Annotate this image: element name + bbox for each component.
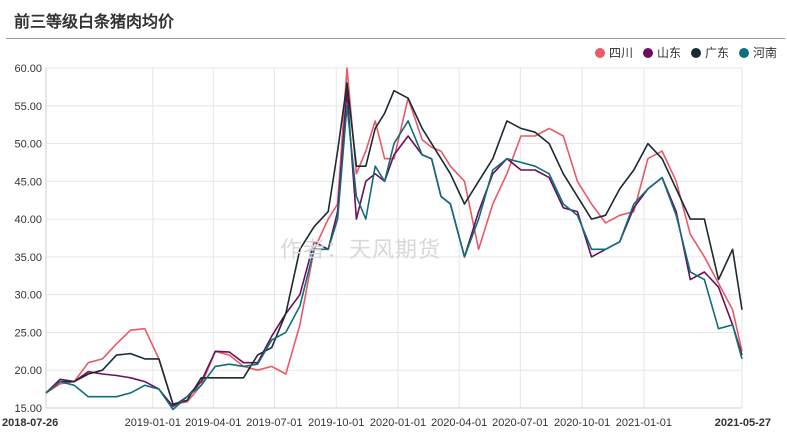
x-tick-label: 2019-10-01 <box>308 417 364 429</box>
legend-item-1[interactable]: 山东 <box>642 44 681 61</box>
x-tick-label: 2019-07-01 <box>246 417 302 429</box>
x-tick-label: 2020-10-01 <box>554 417 610 429</box>
y-tick-label: 40.00 <box>14 214 42 226</box>
legend-item-0[interactable]: 四川 <box>594 44 633 61</box>
x-tick-label: 2020-01-01 <box>370 417 426 429</box>
y-tick-label: 55.00 <box>14 101 42 113</box>
legend-item-3[interactable]: 河南 <box>738 44 777 61</box>
x-tick-label: 2019-04-01 <box>185 417 241 429</box>
y-tick-label: 15.00 <box>14 403 42 415</box>
legend-label: 广东 <box>704 46 729 60</box>
x-tick-label: 2020-04-01 <box>431 417 487 429</box>
legend-swatch-icon <box>594 47 605 58</box>
chart-title: 前三等级白条猪肉均价 <box>14 12 175 31</box>
legend-swatch-icon <box>690 47 701 58</box>
legend-swatch-icon <box>738 47 749 58</box>
x-tick-label: 2021-01-01 <box>616 417 672 429</box>
series-line-3 <box>45 105 743 411</box>
legend-label: 四川 <box>608 46 633 60</box>
legend-item-2[interactable]: 广东 <box>690 44 729 61</box>
y-tick-label: 35.00 <box>14 252 42 264</box>
y-tick-label: 45.00 <box>14 176 42 188</box>
watermark: 作者：天风期货 <box>280 238 442 263</box>
legend-swatch-icon <box>642 47 653 58</box>
chart-legend: 四川 山东 广东 河南 <box>594 44 777 61</box>
y-tick-label: 60.00 <box>14 63 42 75</box>
x-tick-label: 2020-07-01 <box>492 417 548 429</box>
title-divider <box>6 38 785 39</box>
y-tick-label: 25.00 <box>14 327 42 339</box>
y-tick-label: 30.00 <box>14 290 42 302</box>
x-tick-label: 2018-07-26 <box>2 417 58 429</box>
y-tick-label: 50.00 <box>14 139 42 151</box>
series-line-2 <box>45 82 743 406</box>
y-tick-label: 20.00 <box>14 365 42 377</box>
x-tick-label: 2019-01-01 <box>125 417 181 429</box>
legend-label: 河南 <box>752 46 777 60</box>
x-tick-label: 2021-05-27 <box>715 417 771 429</box>
legend-label: 山东 <box>656 46 681 60</box>
